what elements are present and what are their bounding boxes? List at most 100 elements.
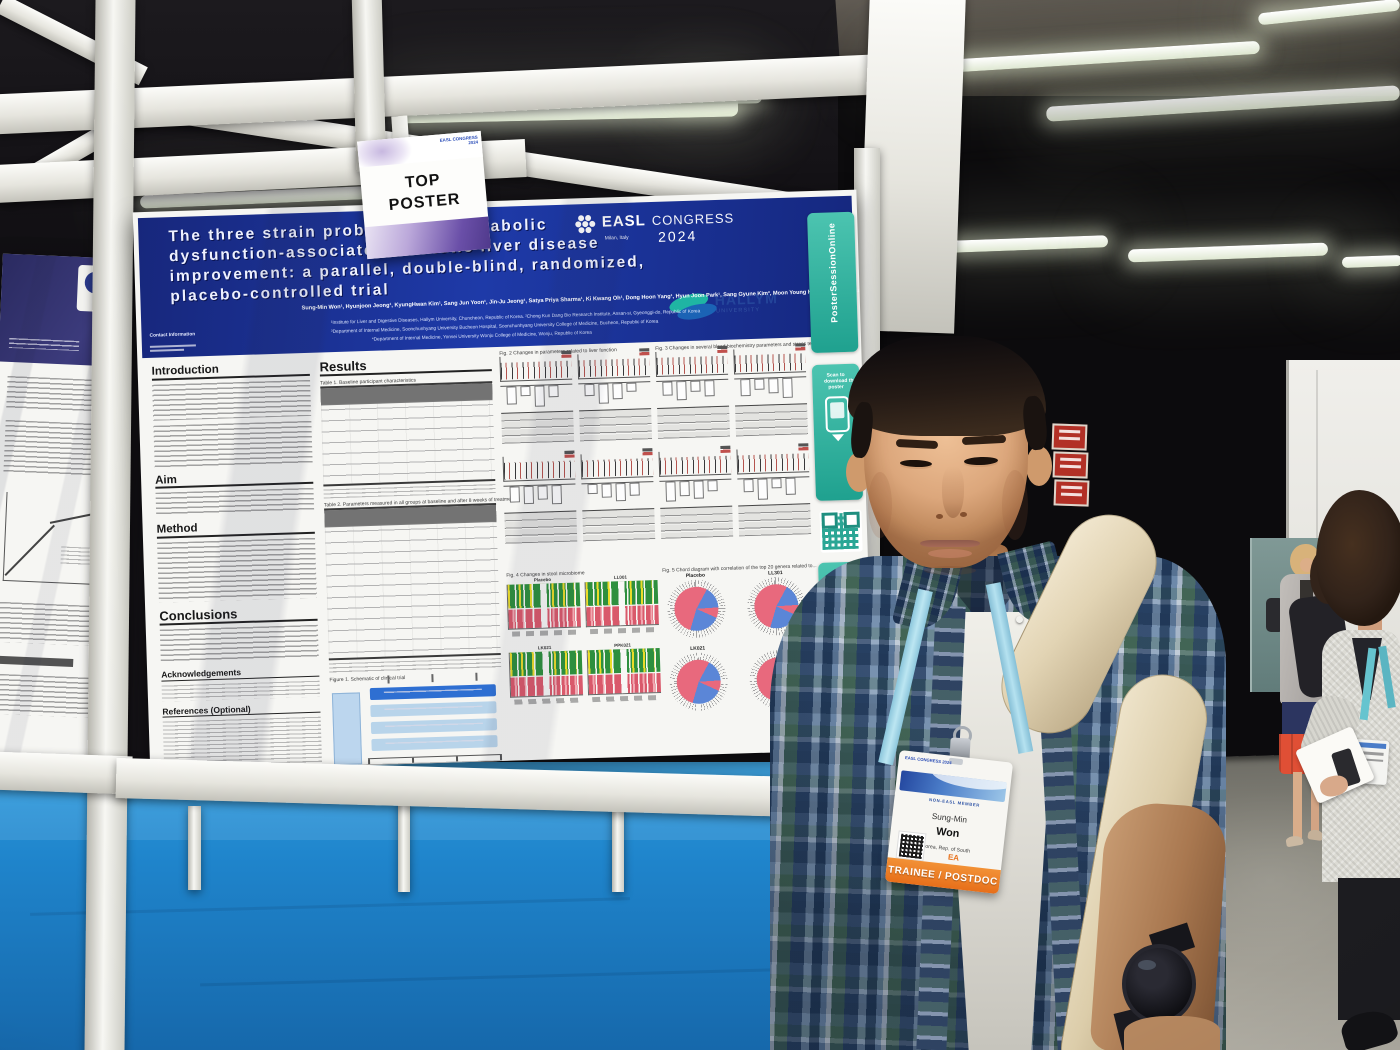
diagram-arm-placebo (369, 684, 497, 701)
leg (1293, 772, 1302, 838)
conference-badge: EASL CONGRESS 2024 NON-EASL MEMBER Sung-… (884, 749, 1014, 895)
chord-diagram: LK021 (665, 645, 733, 712)
diagram-marker (387, 675, 390, 684)
booth-frame-leg (398, 800, 410, 892)
contact-info-block: Contact Information (149, 330, 245, 352)
scan-text: poster (828, 384, 844, 391)
text-block (6, 375, 104, 415)
main-poster: The three strain probiotics for metaboli… (132, 189, 874, 773)
nostril (936, 514, 943, 519)
nostril (960, 512, 967, 517)
figure3-block: Fig. 3 Changes in several blood biochemi… (655, 341, 816, 546)
stacked-bar-panel: PPK021 (586, 642, 662, 703)
figure-panel (580, 448, 656, 548)
text-block (161, 680, 320, 702)
table1 (320, 381, 496, 487)
badge-qr-code (895, 830, 927, 862)
figure-panel (733, 343, 808, 443)
diagram-timeline (367, 754, 502, 765)
poster-column-left: Introduction Aim Method Conclusions Ackn… (151, 360, 323, 773)
diagram-marker (431, 674, 434, 683)
congress-location: Milan, Italy (604, 234, 629, 242)
cheek-shading (868, 472, 892, 538)
poster-column-middle: Results Table 1. Baseline participant ch… (319, 355, 516, 773)
section-introduction: Introduction (151, 360, 310, 381)
easl-congress-logo: EASL CONGRESS Milan, Italy 2024 (581, 209, 735, 247)
easl-logo-text: EASL (601, 212, 647, 231)
table-footnote (328, 658, 502, 674)
hallym-subname: UNIVERSITY (715, 306, 761, 315)
text-block (155, 488, 315, 518)
congress-word: CONGRESS (651, 210, 735, 229)
booth-frame-bottom-rail (0, 751, 133, 795)
lower-lip (928, 549, 972, 558)
section-method: Method (156, 519, 315, 539)
easl-flower-icon (581, 221, 588, 228)
sign-clip (391, 115, 409, 139)
hair (848, 336, 1046, 436)
stacked-bar-panel: LL001 (584, 574, 659, 635)
chart-curve (49, 513, 92, 524)
diagram-enrollment-box (331, 692, 363, 766)
sign-text: TOP POSTER (359, 157, 488, 228)
chart-legend (60, 546, 92, 566)
section-heading-bar (0, 655, 74, 668)
chin-crease (924, 566, 976, 575)
diagram-marker (475, 673, 478, 682)
figure-panel (658, 445, 734, 546)
contact-label: Contact Information (149, 331, 196, 339)
figure4-block: Fig. 4 Changes in stool microbiome Place… (506, 568, 662, 705)
diagram-arm (370, 718, 498, 735)
handbag (1266, 598, 1284, 632)
line-chart (2, 491, 96, 585)
badge-header-logo: EASL CONGRESS 2024 (904, 755, 952, 766)
figure5-caption: Fig. 5 Chord diagram with correlation of… (662, 563, 817, 574)
figure1-caption: Figure 1. Schematic of clinical trial (329, 675, 406, 684)
table-footnote (323, 484, 496, 499)
section-conclusions: Conclusions (159, 604, 318, 626)
fire-safety-sign (1052, 451, 1089, 479)
chord-diagram: Placebo (662, 572, 730, 639)
smartwatch (1122, 944, 1196, 1024)
contact-line (149, 344, 196, 348)
curly-hair (1316, 490, 1400, 626)
ceiling-light (1341, 254, 1400, 269)
text-block (157, 537, 317, 603)
stacked-bar-panel: LK021 (508, 644, 584, 705)
mouth (920, 540, 980, 547)
booth-frame-leg (188, 806, 201, 890)
figure-panel (736, 443, 812, 543)
poster-qr-code (818, 509, 863, 553)
figure-panel (577, 348, 653, 448)
badge-wave-band (899, 770, 1007, 803)
fire-safety-sign (1053, 479, 1090, 507)
figure-panel (499, 350, 575, 451)
diagram-arm (370, 701, 497, 718)
figure-panel (655, 345, 731, 446)
contact-line (150, 348, 185, 352)
cheek-shading (1002, 470, 1028, 540)
scan-text: download the (824, 377, 857, 385)
leg (1311, 772, 1319, 832)
stacked-bar-panel: Placebo (506, 577, 581, 637)
top-poster-sign: EASL CONGRESS 2024 TOP POSTER (357, 130, 491, 260)
hand (1124, 1016, 1220, 1050)
fire-safety-sign (1051, 423, 1088, 451)
text-block (0, 601, 94, 646)
figure4-caption: Fig. 4 Changes in stool microbiome (506, 570, 585, 579)
section-acknowledgements: Acknowledgements (161, 665, 320, 682)
badge-member-band: NON-EASL MEMBER (928, 797, 981, 809)
text-block (159, 624, 319, 664)
chart-curve (4, 524, 55, 577)
hallym-university-logo: HALLYM UNIVERSITY (667, 282, 789, 330)
section-results: Results (319, 355, 492, 377)
down-arrow-icon (831, 434, 844, 442)
sign-line2: POSTER (388, 190, 462, 215)
black-trousers (1338, 878, 1400, 1020)
table2-caption: Table 2. Parameters measured in all grou… (323, 496, 516, 509)
phone-icon (824, 395, 850, 433)
booth-frame-leg (612, 792, 624, 892)
ear (1026, 446, 1052, 486)
scan-text: Scan to (826, 372, 845, 379)
